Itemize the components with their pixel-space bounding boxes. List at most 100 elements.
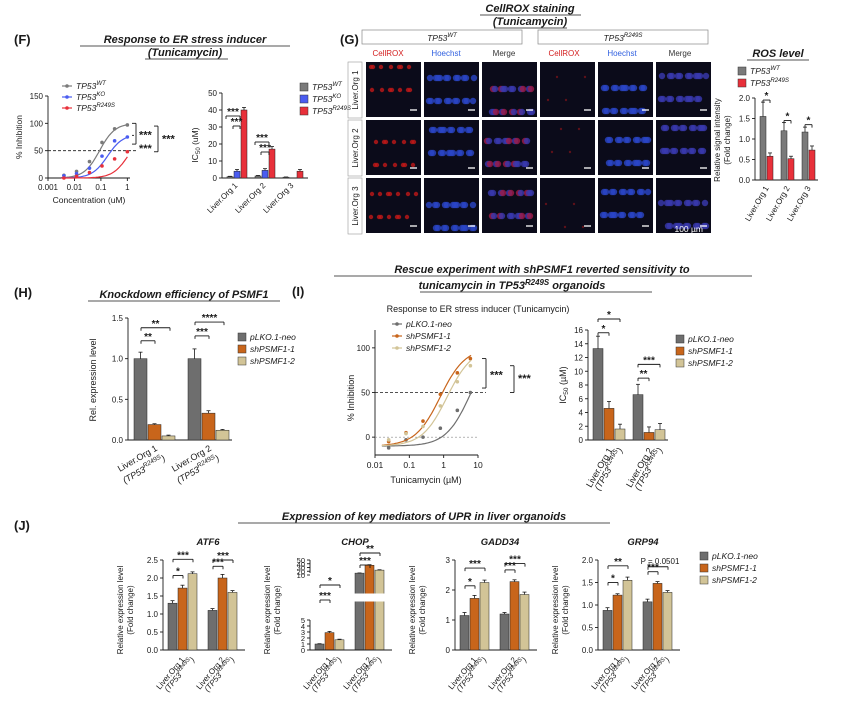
G-micrograph-cell (644, 188, 652, 196)
J-y-ticklabel: 5 (301, 616, 305, 625)
G-micrograph-cell (577, 127, 581, 131)
G-micrograph-cell (407, 87, 413, 93)
J-bar (207, 610, 218, 651)
I-bars-legend-label: pLKO.1-neo (687, 334, 734, 344)
I-curve-sig-label: *** (518, 373, 532, 385)
G-ros-legend-label: TP53WT (750, 65, 781, 76)
I-bars-y-ticklabel: 14 (574, 340, 583, 349)
G-channel-label: Hoechst (431, 49, 461, 58)
J-legend-swatch (699, 575, 709, 585)
I-curve-point (468, 390, 473, 395)
J-ylabel: Relative expression level (116, 566, 125, 655)
F-bars-y-ticklabel: 50 (208, 89, 217, 98)
G-micrograph-cell (377, 191, 383, 197)
G-micrograph-cell (448, 126, 456, 134)
G-row-box (347, 61, 363, 119)
G-micrograph-cell (462, 224, 470, 232)
F-curve-xlabel: Concentration (uM) (53, 195, 126, 205)
J-sig: * (328, 576, 332, 587)
G-micrograph-cell (634, 136, 642, 144)
J-bar (469, 598, 480, 651)
J-ylabel: Relative expression level (408, 566, 417, 655)
G-micrograph-cell (581, 225, 585, 229)
J-bar (354, 572, 365, 651)
G-micrograph-cell (500, 108, 508, 116)
J-y-ticklabel: 40 (297, 560, 305, 569)
J-bar (479, 582, 490, 651)
G-micrograph-cell (463, 97, 471, 105)
panel-I-subtitle: Response to ER stress inducer (Tunicamyc… (387, 304, 570, 314)
G-micrograph (540, 62, 595, 117)
J-y-ticklabel: 2 (301, 634, 305, 643)
J-sig: *** (504, 561, 516, 572)
J-y-ticklabel: 0 (301, 646, 305, 655)
panel-I-title-line2: tunicamycin in TP53R249S organoids (419, 278, 606, 292)
G-micrograph-cell (402, 162, 408, 168)
J-y-ticklabel: 30 (297, 564, 305, 573)
J-y-ticklabel: 1.0 (582, 601, 594, 610)
H-bar (161, 435, 176, 441)
G-micrograph-cell (564, 98, 568, 102)
I-curve-point (421, 435, 425, 439)
G-micrograph-cell (527, 85, 535, 93)
G-micrograph-cell (666, 222, 674, 230)
G-micrograph-cell (546, 98, 550, 102)
G-ros-y-ticklabel: 0.0 (739, 176, 751, 185)
G-micrograph-cell (433, 201, 441, 209)
G-micrograph-cell (677, 95, 685, 103)
I-curve-x-ticklabel: 1 (441, 460, 446, 470)
F-bars-sig: *** (259, 143, 271, 154)
F-curve-x-ticklabel: 0.01 (67, 183, 83, 192)
J-gene-title: ATF6 (195, 537, 220, 548)
J-bar (177, 587, 188, 651)
J-gene-title: GADD34 (481, 537, 520, 548)
G-micrograph-cell (457, 149, 465, 157)
F-curve-legend-label: TP53WT (76, 80, 107, 91)
I-curve-point (438, 426, 443, 431)
I-curve-x-ticklabel: 0.1 (403, 460, 415, 470)
G-micrograph-cell (550, 150, 554, 154)
I-bars-bar (603, 408, 615, 441)
G-micrograph-cell (387, 191, 393, 197)
I-curve-point (438, 392, 443, 397)
F-curve-x-ticklabel: 1 (125, 183, 130, 192)
G-ros-y-ticklabel: 0.5 (739, 156, 751, 165)
I-curve-point (455, 371, 460, 375)
F-curve-point (125, 123, 130, 127)
J-bar (217, 577, 228, 651)
G-micrograph-cell (445, 97, 453, 105)
G-micrograph-cell (659, 95, 667, 103)
G-ros-legend-swatch (737, 78, 747, 88)
I-bars-sig: * (602, 324, 606, 335)
F-curve-point (74, 171, 79, 176)
J-legend-label: shPSMF1-2 (712, 575, 757, 585)
F-curve-point (87, 170, 92, 175)
J-y-ticklabel: 50 (297, 556, 305, 565)
I-curve-point (468, 356, 473, 361)
J-y-ticklabel: 20 (297, 567, 305, 576)
G-micrograph-cell (526, 212, 534, 220)
G-channel-label: CellROX (372, 49, 404, 58)
F-bars-y-ticklabel: 40 (208, 106, 217, 115)
G-micrograph-cell (638, 188, 646, 196)
G-micrograph-cell (690, 124, 698, 132)
G-micrograph-cell (694, 222, 702, 230)
G-micrograph-cell (498, 212, 506, 220)
G-micrograph-cell (501, 85, 509, 93)
F-curve-y-ticklabel: 50 (34, 147, 43, 156)
G-channel-label: Merge (669, 49, 692, 58)
H-bar (215, 429, 230, 441)
J-y-ticklabel: 2.5 (147, 556, 159, 565)
G-micrograph (598, 120, 653, 175)
G-micrograph (366, 178, 421, 233)
G-micrograph-cell (507, 189, 515, 197)
I-curve-point (438, 404, 443, 408)
F-bars-legend-label: TP53R249S (312, 105, 352, 116)
G-micrograph-cell (489, 189, 497, 197)
G-micrograph-cell (667, 199, 675, 207)
G-micrograph-cell (639, 107, 647, 115)
I-bars-y-ticklabel: 6 (579, 395, 584, 404)
G-group-box (361, 29, 523, 45)
G-micrograph-cell (425, 201, 433, 209)
J-y-ticklabel: 2 (446, 586, 451, 595)
